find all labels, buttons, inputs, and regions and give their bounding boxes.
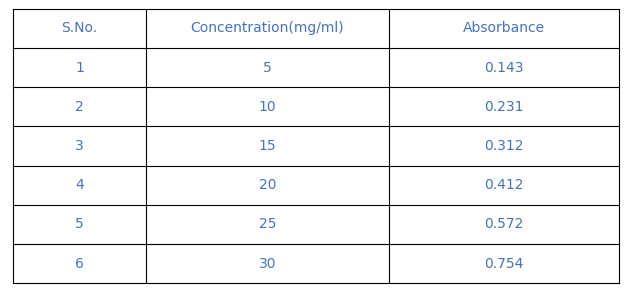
Text: S.No.: S.No. bbox=[61, 21, 97, 35]
Text: 0.143: 0.143 bbox=[484, 60, 524, 74]
Text: 1: 1 bbox=[75, 60, 84, 74]
Text: 0.231: 0.231 bbox=[484, 100, 524, 114]
Text: 5: 5 bbox=[263, 60, 272, 74]
Text: 0.312: 0.312 bbox=[484, 139, 524, 153]
Text: 10: 10 bbox=[258, 100, 276, 114]
Text: 5: 5 bbox=[75, 218, 84, 232]
Text: 15: 15 bbox=[258, 139, 276, 153]
Text: 25: 25 bbox=[258, 218, 276, 232]
Text: 30: 30 bbox=[258, 257, 276, 271]
Text: 0.754: 0.754 bbox=[484, 257, 524, 271]
Text: 4: 4 bbox=[75, 178, 84, 192]
Text: 0.572: 0.572 bbox=[484, 218, 524, 232]
Text: 20: 20 bbox=[258, 178, 276, 192]
Text: Concentration(mg/ml): Concentration(mg/ml) bbox=[191, 21, 344, 35]
Text: Absorbance: Absorbance bbox=[463, 21, 545, 35]
Text: 6: 6 bbox=[75, 257, 84, 271]
Text: 0.412: 0.412 bbox=[484, 178, 524, 192]
Text: 2: 2 bbox=[75, 100, 84, 114]
Text: 3: 3 bbox=[75, 139, 84, 153]
